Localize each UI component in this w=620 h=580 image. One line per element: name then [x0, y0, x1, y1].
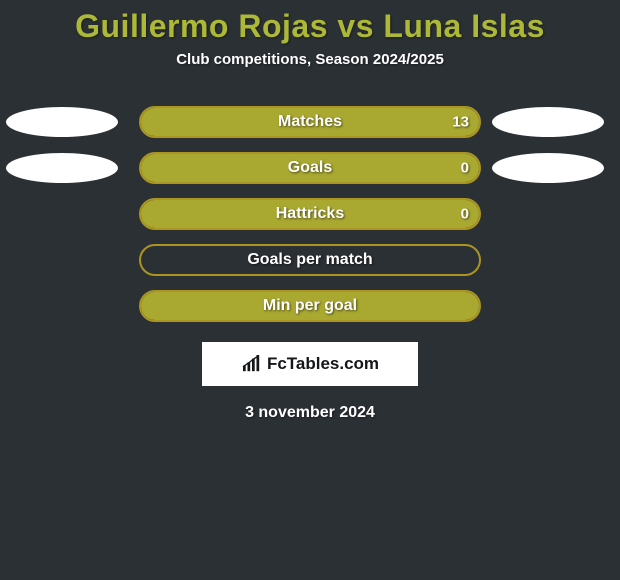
stats-list: Matches 13 Goals 0 Hattricks 0 Goals per match…: [0, 106, 620, 322]
stat-label: Min per goal: [263, 297, 357, 315]
stat-label: Matches: [278, 113, 342, 131]
page-title: Guillermo Rojas vs Luna Islas: [0, 8, 620, 45]
stat-label: Goals: [288, 159, 332, 177]
subtitle: Club competitions, Season 2024/2025: [0, 51, 620, 68]
stat-bar: Min per goal: [139, 290, 481, 322]
stat-value: 0: [461, 160, 469, 177]
player-left-marker: [6, 107, 118, 137]
player-left-marker: [6, 153, 118, 183]
bar-chart-icon: [241, 355, 263, 373]
brand-badge: FcTables.com: [202, 342, 418, 386]
stat-bar: Hattricks 0: [139, 198, 481, 230]
stat-row: Matches 13: [0, 106, 620, 138]
comparison-card: Guillermo Rojas vs Luna Islas Club compe…: [0, 0, 620, 422]
stat-bar: Goals 0: [139, 152, 481, 184]
stat-label: Goals per match: [247, 251, 372, 269]
stat-bar: Goals per match: [139, 244, 481, 276]
stat-bar: Matches 13: [139, 106, 481, 138]
stat-value: 0: [461, 206, 469, 223]
date-text: 3 november 2024: [0, 404, 620, 422]
stat-row: Min per goal: [0, 290, 620, 322]
player-right-marker: [492, 153, 604, 183]
stat-label: Hattricks: [276, 205, 344, 223]
player-right-marker: [492, 107, 604, 137]
stat-value: 13: [452, 114, 469, 131]
stat-row: Goals per match: [0, 244, 620, 276]
brand-text: FcTables.com: [267, 354, 379, 374]
stat-row: Goals 0: [0, 152, 620, 184]
stat-row: Hattricks 0: [0, 198, 620, 230]
